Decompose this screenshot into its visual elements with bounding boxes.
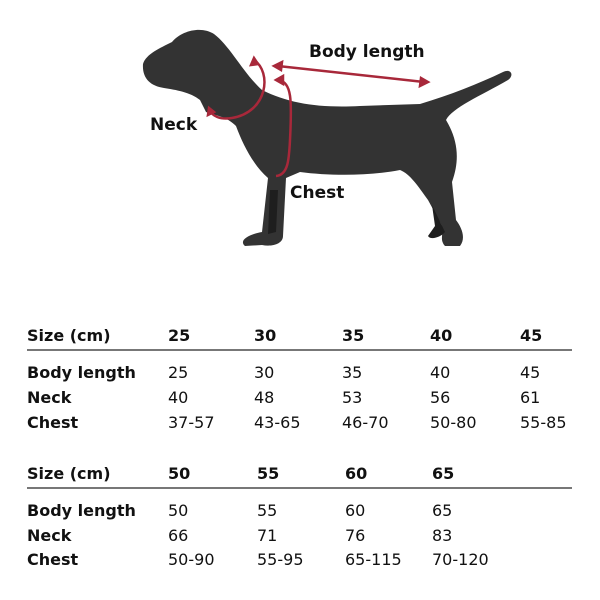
table-cell: 30: [254, 363, 275, 382]
table-cell: 83: [432, 526, 453, 545]
table-cell: 48: [254, 388, 275, 407]
table-cell: 55-85: [520, 413, 567, 432]
table-cell: 50-80: [430, 413, 477, 432]
table-cell: 50: [168, 501, 189, 520]
table-cell: 40: [168, 388, 189, 407]
dog-silhouette: [142, 29, 512, 247]
table-cell: 60: [345, 501, 366, 520]
row-label: Body length: [27, 501, 136, 520]
table-cell: 43-65: [254, 413, 301, 432]
size-header-label: Size (cm): [27, 464, 111, 483]
chest-label: Chest: [290, 183, 345, 203]
size-header: 45: [520, 326, 543, 345]
table-cell: 61: [520, 388, 541, 407]
size-header-label: Size (cm): [27, 326, 111, 345]
table-cell: 40: [430, 363, 451, 382]
dog-far-hind-leg: [428, 205, 445, 239]
table-cell: 55-95: [257, 550, 304, 569]
chest-measure-arc: [273, 73, 293, 178]
table-cell: 53: [342, 388, 363, 407]
table-cell: 76: [345, 526, 366, 545]
size-header: 55: [257, 464, 280, 483]
neck-measure-arc: [206, 55, 266, 120]
table-cell: 46-70: [342, 413, 389, 432]
row-label: Chest: [27, 413, 79, 432]
size-header: 60: [345, 464, 368, 483]
size-header: 65: [432, 464, 455, 483]
table-cell: 65: [432, 501, 453, 520]
table-cell: 71: [257, 526, 278, 545]
dog-silhouette-illustration: [142, 29, 512, 247]
table-cell: 65-115: [345, 550, 402, 569]
header-divider: [27, 349, 572, 351]
size-header: 30: [254, 326, 277, 345]
size-header: 25: [168, 326, 191, 345]
size-header: 35: [342, 326, 365, 345]
table-cell: 66: [168, 526, 189, 545]
row-label: Neck: [27, 388, 72, 407]
row-label: Chest: [27, 550, 79, 569]
table-cell: 25: [168, 363, 189, 382]
body-length-label: Body length: [309, 42, 425, 62]
row-label: Neck: [27, 526, 72, 545]
table-cell: 55: [257, 501, 278, 520]
table-cell: 56: [430, 388, 451, 407]
dog-far-front-leg: [268, 190, 278, 234]
table-cell: 37-57: [168, 413, 215, 432]
body-length-arrow: [271, 59, 431, 89]
table-cell: 45: [520, 363, 541, 382]
row-label: Body length: [27, 363, 136, 382]
size-header: 50: [168, 464, 191, 483]
size-header: 40: [430, 326, 453, 345]
table-cell: 50-90: [168, 550, 215, 569]
neck-label: Neck: [150, 115, 198, 135]
header-divider: [27, 487, 572, 489]
table-cell: 35: [342, 363, 363, 382]
table-cell: 70-120: [432, 550, 489, 569]
